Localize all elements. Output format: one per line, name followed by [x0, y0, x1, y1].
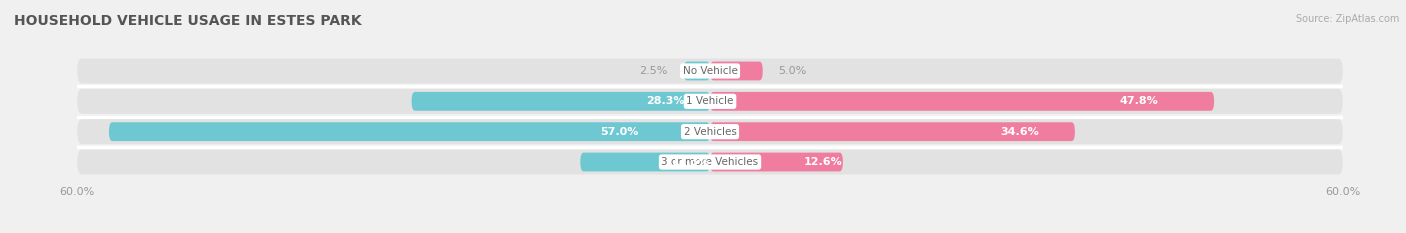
FancyBboxPatch shape — [77, 150, 1343, 175]
Text: HOUSEHOLD VEHICLE USAGE IN ESTES PARK: HOUSEHOLD VEHICLE USAGE IN ESTES PARK — [14, 14, 361, 28]
FancyBboxPatch shape — [77, 89, 1343, 114]
FancyBboxPatch shape — [581, 153, 710, 171]
Text: 12.6%: 12.6% — [804, 157, 842, 167]
FancyBboxPatch shape — [710, 153, 844, 171]
FancyBboxPatch shape — [710, 62, 763, 80]
FancyBboxPatch shape — [77, 58, 1343, 83]
FancyBboxPatch shape — [110, 122, 710, 141]
Text: 5.0%: 5.0% — [779, 66, 807, 76]
Text: Source: ZipAtlas.com: Source: ZipAtlas.com — [1295, 14, 1399, 24]
FancyBboxPatch shape — [683, 62, 710, 80]
Text: 28.3%: 28.3% — [645, 96, 685, 106]
FancyBboxPatch shape — [710, 92, 1215, 111]
Text: 34.6%: 34.6% — [1001, 127, 1039, 137]
Text: 2 Vehicles: 2 Vehicles — [683, 127, 737, 137]
Text: 2.5%: 2.5% — [640, 66, 668, 76]
FancyBboxPatch shape — [412, 92, 710, 111]
Text: 3 or more Vehicles: 3 or more Vehicles — [661, 157, 759, 167]
Text: 12.3%: 12.3% — [671, 157, 710, 167]
Text: 57.0%: 57.0% — [600, 127, 640, 137]
FancyBboxPatch shape — [710, 122, 1076, 141]
Text: 47.8%: 47.8% — [1119, 96, 1159, 106]
Text: No Vehicle: No Vehicle — [682, 66, 738, 76]
Text: 1 Vehicle: 1 Vehicle — [686, 96, 734, 106]
FancyBboxPatch shape — [77, 119, 1343, 144]
